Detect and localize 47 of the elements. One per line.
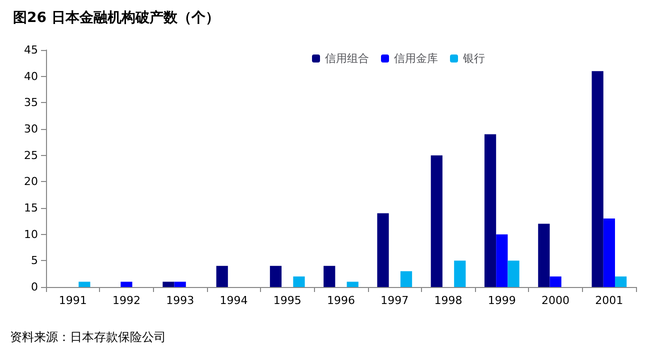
x-tick-label: 1998: [434, 294, 462, 307]
bar: [120, 282, 132, 287]
y-tick-label: 20: [24, 175, 38, 188]
bar: [592, 71, 604, 287]
bar: [377, 213, 389, 287]
bar: [270, 266, 282, 287]
y-tick-label: 35: [24, 96, 38, 110]
x-tick-label: 2001: [595, 294, 624, 307]
text: 资料来源：日本存款保险公司: [10, 330, 166, 344]
bar: [293, 276, 305, 287]
y-tick-label: 25: [24, 148, 38, 162]
x-tick-label: 1996: [327, 294, 355, 307]
x-tick-label: 1999: [488, 294, 516, 307]
bar: [216, 266, 228, 287]
y-tick-label: 5: [31, 254, 38, 268]
bar: [174, 282, 186, 287]
x-tick-label: 1994: [220, 294, 248, 307]
x-tick-label: 1995: [273, 294, 302, 307]
y-tick-label: 45: [24, 44, 38, 56]
legend-label: 信用金库: [394, 52, 438, 65]
legend-label: 信用组合: [325, 52, 369, 65]
x-tick-label: 1992: [112, 294, 140, 307]
bar: [484, 134, 496, 287]
y-tick-label: 30: [24, 122, 38, 136]
y-tick-label: 0: [31, 280, 38, 294]
x-tick-label: 1997: [380, 294, 409, 307]
y-tick-label: 15: [24, 202, 38, 214]
bar: [346, 282, 358, 287]
bar: [162, 282, 174, 287]
legend-label: 银行: [462, 52, 485, 65]
bar: [324, 266, 336, 287]
bar: [614, 276, 627, 287]
y-tick-label: 40: [24, 70, 38, 83]
bar: [550, 276, 562, 287]
bar: [508, 260, 520, 287]
chart-title: 图26 日本金融机构破产数（个）: [13, 9, 220, 26]
x-tick-label: 1991: [58, 294, 87, 307]
x-tick-label: 1993: [166, 294, 194, 307]
bar: [538, 224, 550, 287]
x-tick-label: 2000: [542, 294, 570, 307]
bar: [78, 282, 90, 287]
bar: [430, 155, 442, 287]
y-tick-label: 10: [24, 228, 38, 241]
bar: [400, 271, 412, 287]
bar: [454, 260, 466, 287]
bar: [603, 218, 615, 287]
bar: [496, 234, 508, 287]
